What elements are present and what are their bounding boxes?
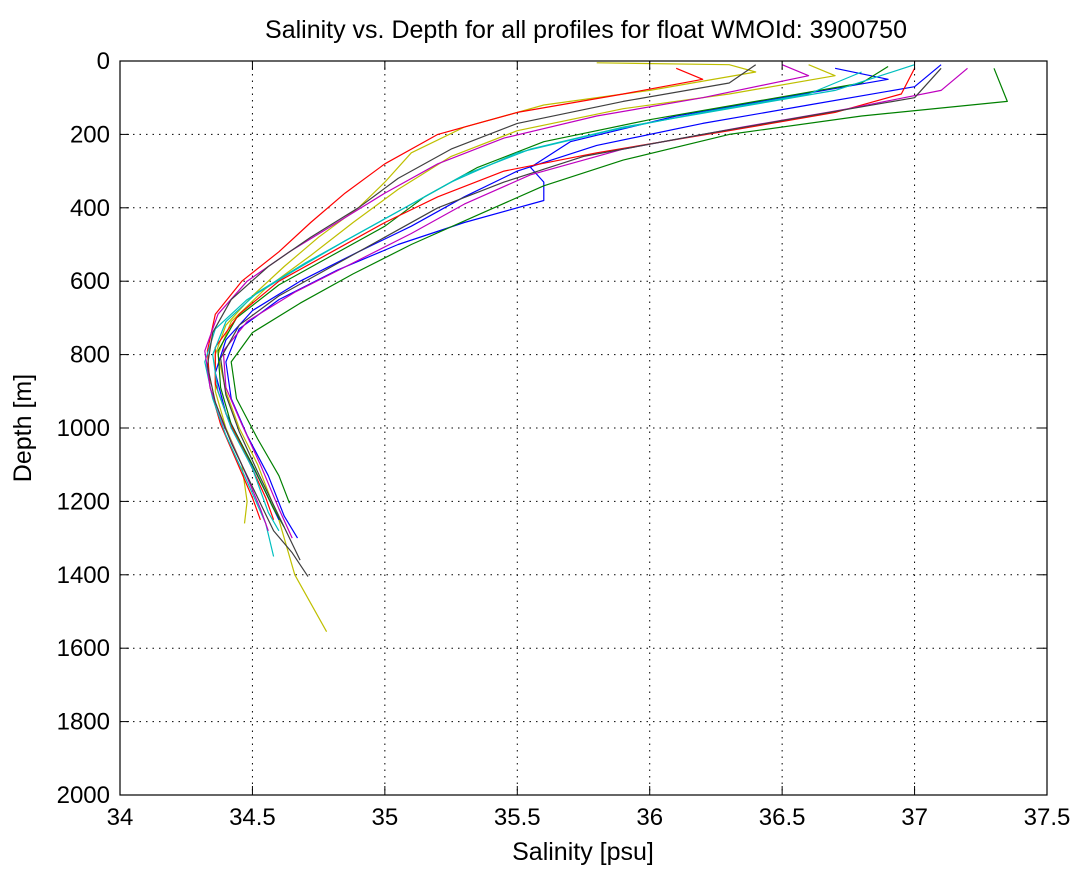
y-tick-label: 1200 [57, 488, 110, 515]
y-tick-label: 0 [97, 48, 110, 75]
axis-ticks [119, 60, 1048, 796]
profile-lines [204, 62, 1008, 632]
y-tick-label: 1800 [57, 709, 110, 736]
profile-line-7 [214, 68, 916, 521]
x-tick-label: 36.5 [759, 804, 806, 831]
x-tick-label: 34 [107, 804, 134, 831]
x-tick-labels: 34 34.5 35 35.5 36 36.5 37 37.5 [107, 804, 1071, 831]
x-tick-label: 37.5 [1024, 804, 1071, 831]
x-axis-label: Salinity [psu] [512, 838, 654, 866]
y-tick-label: 200 [70, 121, 110, 148]
y-tick-labels: 0 200 400 600 800 1000 1200 1400 1600 1800 2000 [57, 48, 110, 809]
chart-title: Salinity vs. Depth for all profiles for … [265, 16, 907, 44]
y-tick-label: 800 [70, 342, 110, 369]
profile-line-13 [206, 64, 757, 577]
y-tick-label: 400 [70, 195, 110, 222]
profile-line-14 [220, 67, 942, 561]
x-tick-label: 37 [901, 804, 928, 831]
profile-line-12 [222, 67, 968, 539]
y-tick-label: 2000 [57, 782, 110, 809]
profile-line-10 [204, 71, 862, 557]
y-axis-label: Depth [m] [9, 374, 37, 482]
y-tick-label: 1400 [57, 562, 110, 589]
grid-lines [120, 61, 1047, 795]
profile-line-4 [214, 64, 942, 521]
profile-line-5 [230, 68, 1008, 504]
x-tick-label: 35 [372, 804, 399, 831]
y-tick-label: 1600 [57, 635, 110, 662]
y-tick-label: 1000 [57, 415, 110, 442]
profile-line-1 [214, 62, 757, 524]
x-tick-label: 35.5 [494, 804, 541, 831]
y-tick-label: 600 [70, 268, 110, 295]
profile-line-2 [217, 64, 836, 632]
x-tick-label: 36 [636, 804, 663, 831]
x-tick-label: 34.5 [229, 804, 276, 831]
profile-line-6 [217, 65, 889, 528]
